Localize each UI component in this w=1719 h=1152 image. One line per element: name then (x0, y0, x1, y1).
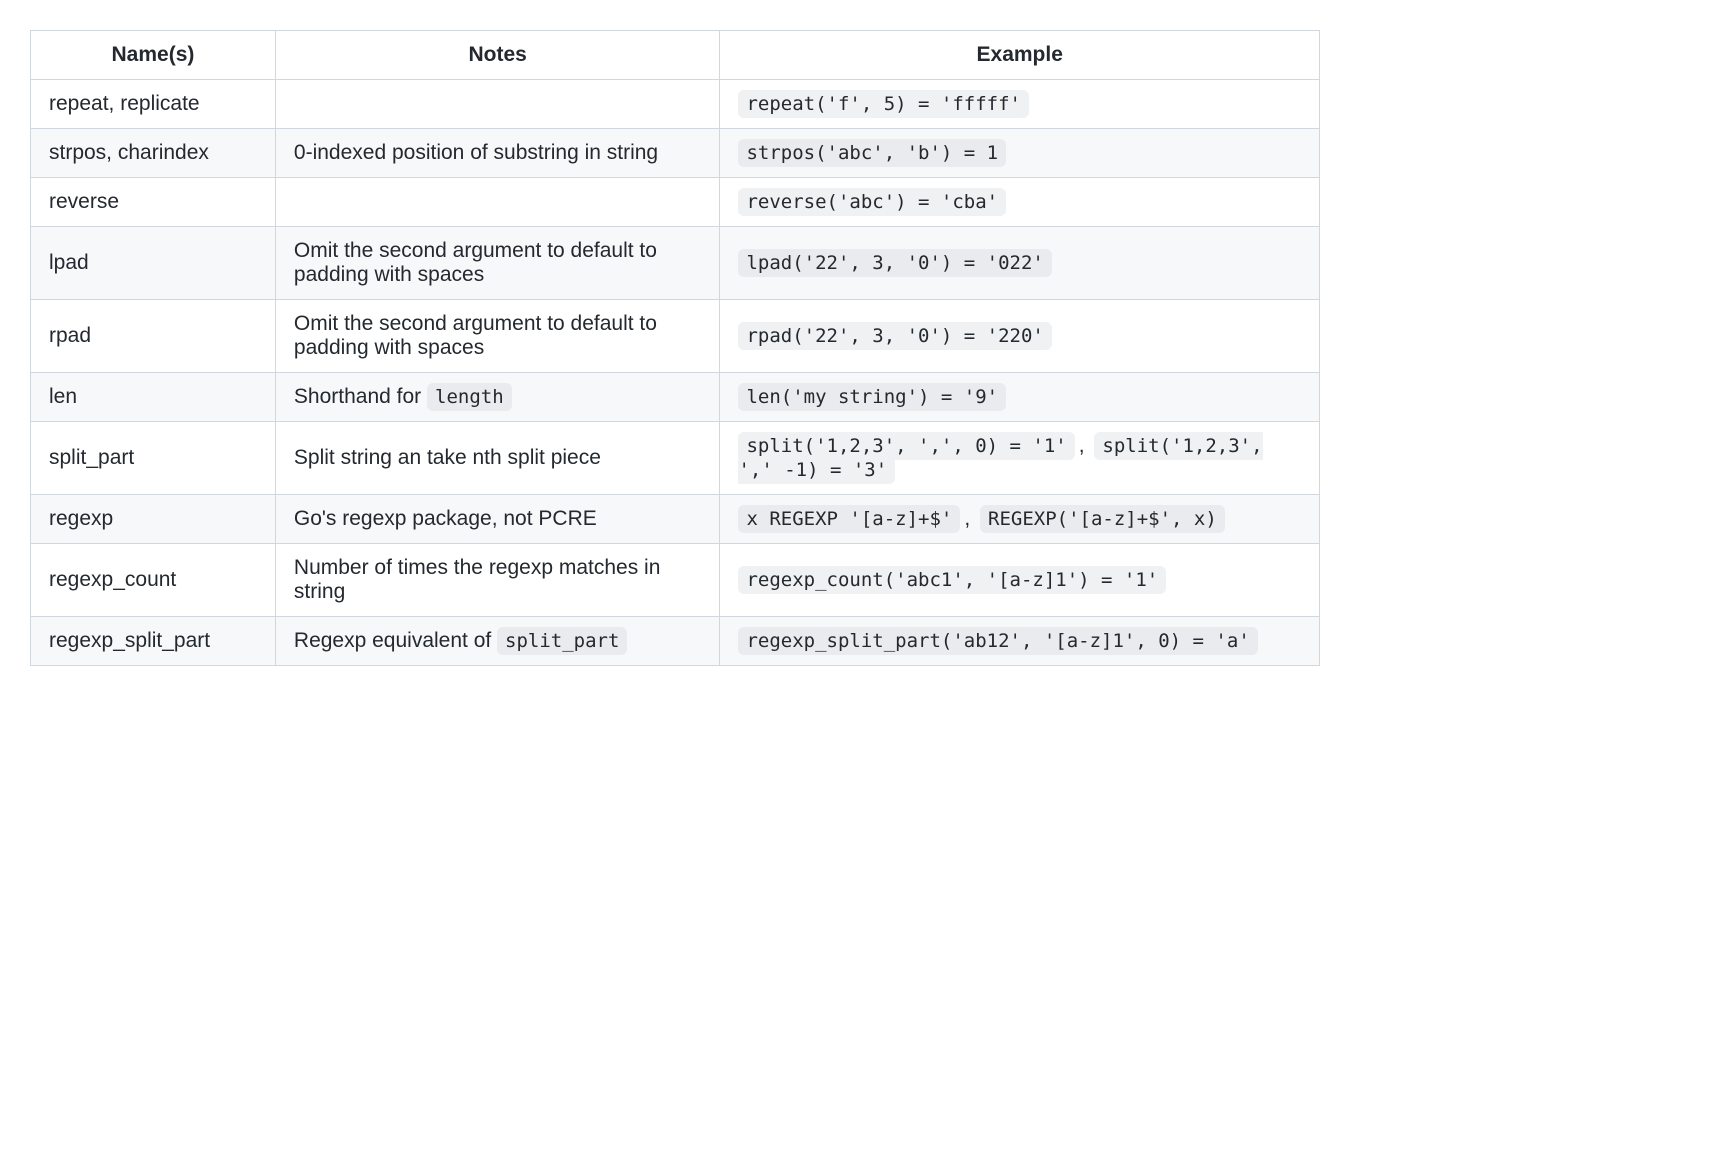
cell-name: reverse (31, 178, 276, 227)
header-row: Name(s) Notes Example (31, 31, 1320, 80)
cell-example: regexp_split_part('ab12', '[a-z]1', 0) =… (720, 617, 1320, 666)
cell-notes: Split string an take nth split piece (275, 422, 720, 495)
cell-name: lpad (31, 227, 276, 300)
code-snippet: regexp_split_part('ab12', '[a-z]1', 0) =… (738, 627, 1257, 655)
code-snippet: x REGEXP '[a-z]+$' (738, 505, 960, 533)
cell-example: lpad('22', 3, '0') = '022' (720, 227, 1320, 300)
cell-example: reverse('abc') = 'cba' (720, 178, 1320, 227)
table-row: reverse reverse('abc') = 'cba' (31, 178, 1320, 227)
code-snippet: repeat('f', 5) = 'fffff' (738, 90, 1029, 118)
text: Go's regexp package, not PCRE (294, 507, 597, 530)
text: Regexp equivalent of (294, 629, 497, 652)
code-snippet: split_part (497, 627, 627, 655)
table-row: lenShorthand for lengthlen('my string') … (31, 373, 1320, 422)
code-snippet: lpad('22', 3, '0') = '022' (738, 249, 1051, 277)
cell-notes: Omit the second argument to default to p… (275, 227, 720, 300)
cell-notes (275, 178, 720, 227)
table-row: strpos, charindex 0-indexed position of s… (31, 129, 1320, 178)
table-row: regexp Go's regexp package, not PCRE x REG… (31, 495, 1320, 544)
cell-notes: 0-indexed position of substring in strin… (275, 129, 720, 178)
text: Omit the second argument to default to p… (294, 312, 657, 359)
cell-example: strpos('abc', 'b') = 1 (720, 129, 1320, 178)
functions-table: Name(s) Notes Example repeat, replicater… (30, 30, 1320, 666)
code-snippet: len('my string') = '9' (738, 383, 1006, 411)
table-row: regexp_split_partRegexp equivalent of sp… (31, 617, 1320, 666)
code-snippet: REGEXP('[a-z]+$', x) (980, 505, 1225, 533)
header-notes: Notes (275, 31, 720, 80)
text: Omit the second argument to default to p… (294, 239, 657, 286)
cell-name: split_part (31, 422, 276, 495)
text: Shorthand for (294, 385, 427, 408)
table-row: rpad Omit the second argument to default … (31, 300, 1320, 373)
cell-notes: Shorthand for length (275, 373, 720, 422)
code-snippet: length (427, 383, 512, 411)
cell-notes (275, 80, 720, 129)
separator: , (964, 507, 976, 530)
cell-name: strpos, charindex (31, 129, 276, 178)
separator: , (1079, 434, 1091, 457)
cell-example: split('1,2,3', ',', 0) = '1', split('1,2… (720, 422, 1320, 495)
text: Split string an take nth split piece (294, 446, 601, 469)
cell-notes: Omit the second argument to default to p… (275, 300, 720, 373)
cell-example: regexp_count('abc1', '[a-z]1') = '1' (720, 544, 1320, 617)
cell-example: len('my string') = '9' (720, 373, 1320, 422)
cell-name: repeat, replicate (31, 80, 276, 129)
cell-name: regexp_count (31, 544, 276, 617)
cell-name: rpad (31, 300, 276, 373)
text: Number of times the regexp matches in st… (294, 556, 661, 603)
table-row: lpad Omit the second argument to default … (31, 227, 1320, 300)
cell-example: x REGEXP '[a-z]+$', REGEXP('[a-z]+$', x) (720, 495, 1320, 544)
cell-example: rpad('22', 3, '0') = '220' (720, 300, 1320, 373)
table-row: split_part Split string an take nth split… (31, 422, 1320, 495)
cell-notes: Number of times the regexp matches in st… (275, 544, 720, 617)
code-snippet: reverse('abc') = 'cba' (738, 188, 1006, 216)
code-snippet: strpos('abc', 'b') = 1 (738, 139, 1006, 167)
cell-notes: Regexp equivalent of split_part (275, 617, 720, 666)
code-snippet: regexp_count('abc1', '[a-z]1') = '1' (738, 566, 1166, 594)
cell-name: regexp (31, 495, 276, 544)
text: 0-indexed position of substring in strin… (294, 141, 658, 164)
cell-notes: Go's regexp package, not PCRE (275, 495, 720, 544)
header-name: Name(s) (31, 31, 276, 80)
table-body: repeat, replicate repeat('f', 5) = 'fffff… (31, 80, 1320, 666)
header-example: Example (720, 31, 1320, 80)
cell-name: len (31, 373, 276, 422)
cell-name: regexp_split_part (31, 617, 276, 666)
code-snippet: rpad('22', 3, '0') = '220' (738, 322, 1051, 350)
cell-example: repeat('f', 5) = 'fffff' (720, 80, 1320, 129)
table-row: regexp_count Number of times the regexp m… (31, 544, 1320, 617)
table-row: repeat, replicate repeat('f', 5) = 'fffff… (31, 80, 1320, 129)
